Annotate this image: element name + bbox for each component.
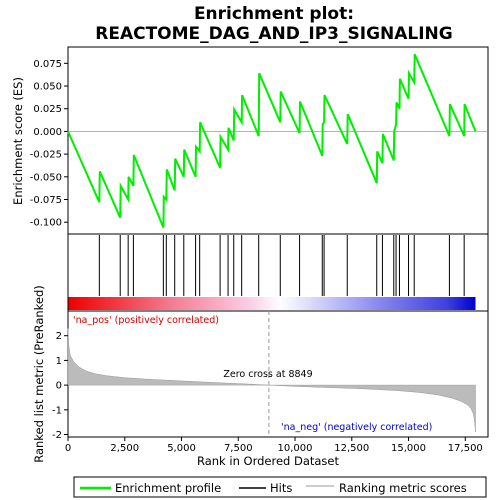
ranked-y-tick-label: 0 bbox=[56, 381, 62, 392]
es-y-tick-label: -0.025 bbox=[30, 150, 62, 161]
ranked-y-ticks: 2 1 0 -1 -2 bbox=[52, 331, 68, 441]
x-tick-label: 0 bbox=[65, 443, 71, 454]
ranked-y-tick-label: 1 bbox=[56, 356, 62, 367]
ranked-y-tick-label: -2 bbox=[52, 430, 62, 441]
es-y-axis-label: Enrichment score (ES) bbox=[11, 77, 25, 205]
ranked-panel: 2 1 0 -1 -2 0 2,500 5,000 7,500 10,000 12,500 15,0… bbox=[32, 285, 489, 468]
es-y-tick-label: -0.075 bbox=[30, 195, 62, 206]
es-y-tick-label: 0.000 bbox=[33, 127, 62, 138]
ranking-metric-area bbox=[67, 328, 476, 433]
zero-cross-label: Zero cross at 8849 bbox=[223, 369, 312, 380]
x-tick-label: 17,500 bbox=[448, 443, 483, 454]
legend-profile-label: Enrichment profile bbox=[115, 481, 221, 495]
es-y-tick-label: 0.050 bbox=[33, 82, 62, 93]
x-tick-label: 10,000 bbox=[278, 443, 313, 454]
legend-hits-label: Hits bbox=[270, 481, 292, 495]
hit-lines bbox=[98, 235, 465, 296]
x-tick-label: 15,000 bbox=[391, 443, 426, 454]
chart-title-line1: Enrichment plot: bbox=[194, 4, 354, 24]
x-tick-label: 7,500 bbox=[224, 443, 253, 454]
es-y-tick-label: -0.100 bbox=[30, 218, 62, 229]
ranked-x-ticks: 0 2,500 5,000 7,500 10,000 12,500 15,000 17,500 bbox=[65, 437, 483, 454]
es-y-ticks: 0.075 0.050 0.025 0.000 -0.025 -0.050 -0.075 -0… bbox=[30, 59, 68, 229]
positive-correlation-label: 'na_pos' (positively correlated) bbox=[73, 315, 219, 326]
es-y-tick-label: 0.075 bbox=[33, 59, 62, 70]
es-panel-frame bbox=[67, 46, 489, 235]
negative-correlation-label: 'na_neg' (negatively correlated) bbox=[281, 422, 432, 433]
x-tick-label: 12,500 bbox=[334, 443, 369, 454]
hits-panel bbox=[67, 233, 489, 312]
enrichment-profile-line bbox=[67, 53, 477, 228]
x-tick-label: 5,000 bbox=[167, 443, 196, 454]
x-axis-label: Rank in Ordered Dataset bbox=[197, 454, 340, 468]
legend: Enrichment profile Hits Ranking metric s… bbox=[73, 476, 487, 498]
x-tick-label: 2,500 bbox=[110, 443, 139, 454]
legend-metric-label: Ranking metric scores bbox=[339, 481, 467, 495]
ranked-y-axis-label: Ranked list metric (PreRanked) bbox=[32, 285, 46, 463]
ranked-y-tick-label: 2 bbox=[56, 331, 62, 342]
es-y-tick-label: 0.025 bbox=[33, 104, 62, 115]
ranked-y-tick-label: -1 bbox=[52, 405, 62, 416]
legend-frame bbox=[73, 476, 487, 498]
es-panel: 0.075 0.050 0.025 0.000 -0.025 -0.050 -0.075 -0… bbox=[11, 46, 489, 235]
es-y-tick-label: -0.050 bbox=[30, 172, 62, 183]
chart-title-line2: REACTOME_DAG_AND_IP3_SIGNALING bbox=[95, 24, 453, 44]
ranking-color-bar bbox=[68, 297, 476, 310]
